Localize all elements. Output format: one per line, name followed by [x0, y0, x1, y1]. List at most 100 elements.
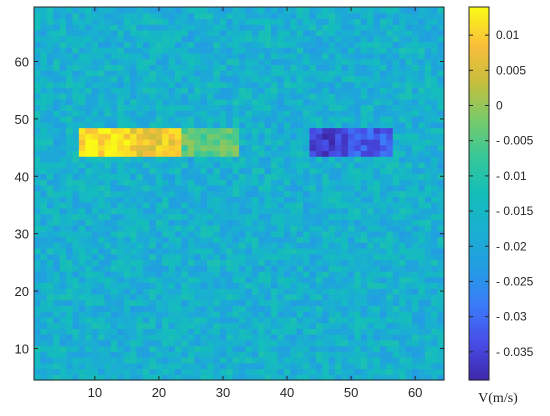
heatmap-cell: [341, 52, 349, 60]
heatmap-cell: [194, 259, 202, 266]
heatmap-cell: [437, 104, 445, 111]
heatmap-cell: [130, 276, 138, 284]
heatmap-cell: [34, 225, 42, 232]
heatmap-cell: [373, 225, 381, 232]
heatmap-cell: [367, 110, 375, 117]
heatmap-cell: [181, 339, 189, 347]
heatmap-cell: [283, 179, 291, 186]
heatmap-cell: [130, 293, 138, 301]
heatmap-cell: [418, 253, 426, 261]
heatmap-cell: [251, 75, 259, 83]
heatmap-cell: [315, 242, 323, 249]
heatmap-cell: [315, 334, 323, 341]
heatmap-cell: [110, 184, 118, 192]
heatmap-cell: [174, 253, 182, 261]
heatmap-cell: [379, 270, 387, 278]
heatmap-cell: [34, 299, 42, 306]
heatmap-cell: [168, 368, 176, 375]
heatmap-cell: [245, 374, 253, 381]
heatmap-cell: [315, 299, 323, 306]
heatmap-cell: [46, 70, 54, 77]
heatmap-cell: [424, 12, 432, 20]
heatmap-cell: [66, 322, 74, 329]
heatmap-cell: [34, 7, 42, 14]
heatmap-cell: [34, 35, 42, 43]
heatmap-cell: [258, 161, 266, 169]
heatmap-cell: [53, 225, 61, 232]
heatmap-cell: [213, 93, 221, 100]
colorbar-segment: [469, 218, 489, 223]
heatmap-cell: [354, 213, 362, 220]
heatmap-cell: [194, 248, 202, 255]
heatmap-cell: [155, 190, 163, 197]
heatmap-cell: [258, 156, 266, 163]
heatmap-cell: [155, 179, 163, 186]
heatmap-cell: [296, 81, 304, 88]
heatmap-cell: [367, 374, 375, 381]
heatmap-cell: [149, 150, 157, 157]
heatmap-cell: [72, 133, 80, 140]
heatmap-cell: [271, 248, 279, 255]
heatmap-cell: [296, 156, 304, 163]
heatmap-cell: [431, 75, 439, 83]
heatmap-cell: [373, 362, 381, 370]
heatmap-cell: [296, 35, 304, 43]
heatmap-cell: [277, 328, 285, 335]
heatmap-cell: [245, 179, 253, 186]
heatmap-cell: [149, 293, 157, 301]
heatmap-cell: [194, 316, 202, 324]
heatmap-cell: [354, 351, 362, 358]
heatmap-cell: [379, 236, 387, 243]
heatmap-cell: [341, 121, 349, 129]
heatmap-cell: [418, 121, 426, 129]
heatmap-cell: [424, 116, 432, 123]
colorbar-segment: [469, 41, 489, 45]
heatmap-cell: [130, 138, 138, 146]
heatmap-cell: [59, 288, 67, 295]
heatmap-cell: [85, 345, 93, 352]
heatmap-cell: [162, 110, 170, 117]
heatmap-cell: [411, 357, 419, 364]
heatmap-cell: [46, 316, 54, 324]
heatmap-cell: [72, 64, 80, 71]
heatmap-cell: [162, 138, 170, 146]
heatmap-cell: [271, 311, 279, 318]
heatmap-cell: [226, 334, 234, 341]
heatmap-cell: [91, 328, 99, 335]
heatmap-cell: [258, 259, 266, 266]
heatmap-cell: [264, 230, 272, 238]
heatmap-cell: [296, 305, 304, 312]
heatmap-cell: [277, 167, 285, 175]
heatmap-cell: [59, 75, 67, 83]
heatmap-cell: [130, 265, 138, 272]
heatmap-cell: [181, 225, 189, 232]
heatmap-cell: [315, 24, 323, 31]
colorbar-segment: [469, 333, 489, 338]
heatmap-cell: [367, 87, 375, 94]
heatmap-cell: [399, 161, 407, 169]
heatmap-cell: [187, 219, 195, 226]
heatmap-cell: [322, 81, 330, 88]
heatmap-cell: [379, 305, 387, 312]
heatmap-cell: [59, 150, 67, 157]
heatmap-cell: [123, 173, 131, 180]
heatmap-cell: [277, 219, 285, 226]
heatmap-cell: [303, 299, 311, 306]
heatmap-cell: [335, 81, 343, 88]
heatmap-cell: [264, 270, 272, 278]
heatmap-cell: [373, 368, 381, 375]
heatmap-cell: [411, 293, 419, 301]
heatmap-cell: [431, 161, 439, 169]
heatmap-cell: [315, 259, 323, 266]
heatmap-cell: [206, 334, 214, 341]
heatmap-cell: [142, 127, 150, 134]
heatmap-cell: [72, 190, 80, 197]
heatmap-cell: [85, 196, 93, 203]
heatmap-cell: [283, 116, 291, 123]
heatmap-cell: [239, 41, 247, 48]
heatmap-cell: [98, 207, 106, 215]
heatmap-cell: [309, 7, 317, 14]
heatmap-cell: [271, 52, 279, 60]
heatmap-cell: [206, 293, 214, 301]
heatmap-cell: [322, 207, 330, 215]
